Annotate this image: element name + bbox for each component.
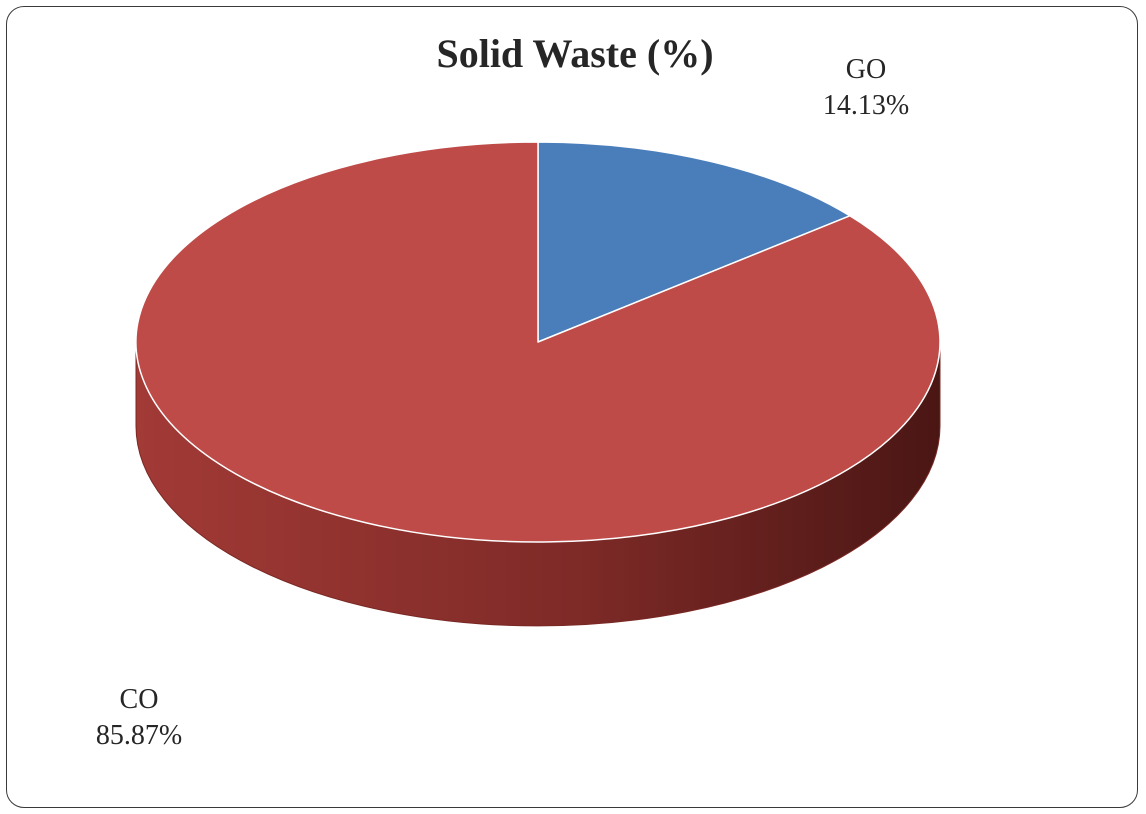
chart-title: Solid Waste (%) bbox=[436, 31, 713, 76]
label-go-name: GO bbox=[846, 54, 886, 85]
pie-slice-co bbox=[135, 141, 941, 543]
label-go-value: 14.13% bbox=[823, 90, 909, 121]
label-co-value: 85.87% bbox=[96, 720, 182, 751]
pie-slice-go bbox=[537, 141, 851, 343]
label-co: CO 85.87% bbox=[96, 684, 182, 751]
label-co-name: CO bbox=[120, 684, 159, 715]
pie-body bbox=[135, 141, 941, 627]
label-go: GO 14.13% bbox=[823, 54, 909, 121]
